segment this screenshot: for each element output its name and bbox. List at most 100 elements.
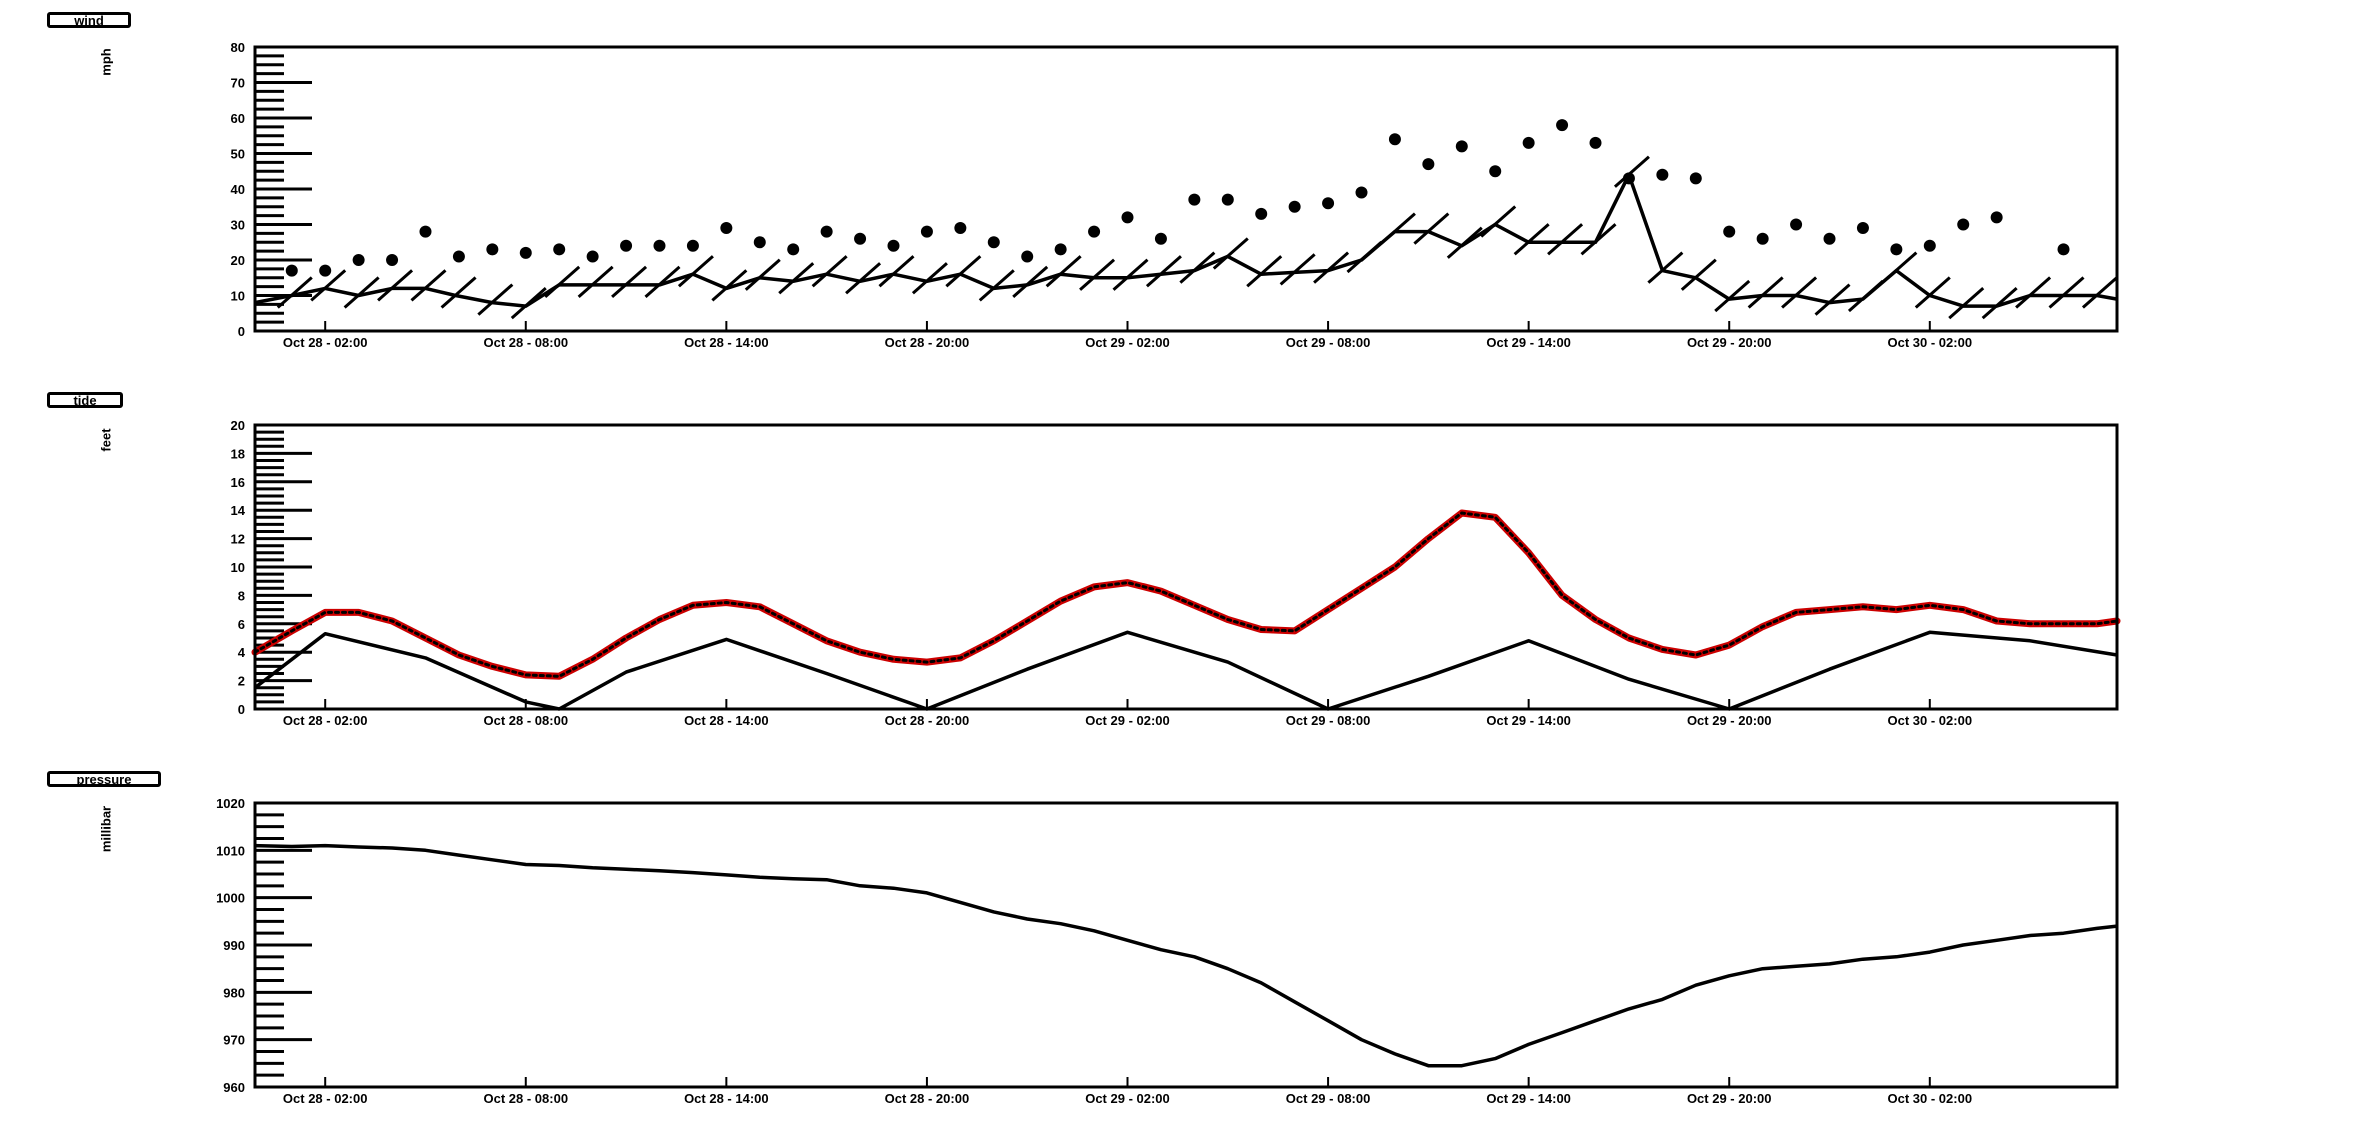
gust-point: [820, 225, 833, 238]
gust-point: [1154, 232, 1167, 245]
wind-barb: [1647, 251, 1684, 284]
wind-barb: [1145, 255, 1182, 288]
pressure-chart: 960 970 980 990 1000 1010 1020 Oct 28 - 02:00 Oc…: [216, 796, 2119, 1106]
wind-barb: [1680, 258, 1717, 291]
gust-point: [419, 225, 432, 238]
observed-tide-glow: [251, 509, 2121, 680]
wind-barb: [1313, 251, 1350, 284]
wind-barb: [1513, 223, 1550, 256]
gust-point: [1221, 193, 1234, 206]
y-tick-label: 50: [231, 147, 245, 162]
wind-barb: [744, 258, 781, 291]
wind-barb: [2048, 276, 2085, 309]
gust-point: [386, 254, 399, 266]
x-tick-label: Oct 30 - 02:00: [1888, 1091, 1973, 1106]
wind-barb: [343, 276, 380, 309]
x-tick-label: Oct 28 - 20:00: [885, 713, 970, 728]
wind-barb: [544, 265, 581, 298]
x-tick-label: Oct 28 - 20:00: [885, 1091, 970, 1106]
wind-barb: [440, 276, 477, 309]
x-tick-label: Oct 30 - 02:00: [1888, 335, 1973, 350]
y-tick-label: 990: [223, 938, 245, 953]
y-tick-label: 10: [231, 560, 245, 575]
wind-barb: [1981, 287, 2018, 320]
gust-point: [1990, 211, 2003, 224]
x-tick-label: Oct 28 - 14:00: [684, 1091, 769, 1106]
gust-point: [1355, 186, 1368, 199]
wind-barb: [1547, 223, 1584, 256]
gust-point: [987, 236, 1000, 249]
wind-barb: [577, 265, 614, 298]
wind-barb: [1045, 255, 1082, 288]
wind-barb: [1881, 251, 1918, 284]
wind-barb: [1112, 258, 1149, 291]
x-tick-label: Oct 28 - 08:00: [484, 335, 569, 350]
wind-chart: 0 10 20 30 40 50 60 70 80 Oct 28 - 02:00 Oct 28 - …: [231, 40, 2119, 350]
wind-barb: [1413, 212, 1450, 245]
y-tick-label: 14: [231, 503, 246, 518]
wind-barb: [1781, 276, 1818, 309]
wind-barb: [1346, 240, 1383, 274]
wind-plot-frame: [253, 45, 2119, 333]
tide-button[interactable]: tide: [47, 392, 123, 408]
wind-barb: [1580, 223, 1617, 256]
tide-chart: 0 2 4 6 8 10 12 14 16 18 20 Oct 28 - 02:00 Oct 28 - …: [231, 418, 2121, 728]
pressure-series-line: [254, 843, 2118, 1068]
tide-plot-frame: [253, 423, 2119, 711]
gust-point: [1422, 158, 1435, 171]
x-tick-label: Oct 29 - 20:00: [1687, 1091, 1772, 1106]
gust-point: [1756, 232, 1769, 245]
gust-point: [1723, 225, 1736, 238]
y-tick-label: 12: [231, 532, 245, 547]
wind-barb: [677, 255, 714, 288]
wind-barb: [711, 269, 748, 302]
y-tick-label: 80: [231, 40, 245, 55]
x-tick-label: Oct 30 - 02:00: [1888, 713, 1973, 728]
wind-barb: [510, 287, 547, 320]
gust-point: [920, 225, 933, 238]
gust-point: [1790, 218, 1803, 231]
wind-barb: [1012, 265, 1049, 298]
gust-point: [720, 222, 733, 235]
x-tick-label: Oct 29 - 14:00: [1486, 713, 1571, 728]
y-tick-label: 1000: [216, 891, 245, 906]
wind-barb: [1279, 253, 1316, 286]
tide-unit-label: feet: [98, 428, 114, 452]
wind-barb: [477, 283, 514, 316]
x-tick-label: Oct 29 - 02:00: [1085, 713, 1170, 728]
gust-point: [586, 250, 599, 263]
x-tick-label: Oct 29 - 02:00: [1085, 1091, 1170, 1106]
x-tick-label: Oct 29 - 02:00: [1085, 335, 1170, 350]
wind-barb: [1714, 279, 1751, 313]
wind-barb: [1847, 279, 1884, 313]
wind-barb: [611, 265, 648, 298]
gust-point: [1522, 136, 1535, 149]
y-tick-label: 16: [231, 475, 245, 490]
wind-barb: [978, 269, 1015, 302]
pressure-button[interactable]: pressure: [47, 771, 161, 787]
y-tick-label: 60: [231, 111, 245, 126]
gust-point: [653, 239, 666, 252]
gust-point: [1823, 232, 1836, 245]
y-tick-label: 1010: [216, 843, 245, 858]
wind-barb: [1379, 212, 1416, 245]
gust-point: [686, 239, 699, 252]
y-tick-label: 2: [238, 674, 245, 689]
gust-point: [1288, 200, 1301, 213]
x-tick-label: Oct 28 - 02:00: [283, 335, 368, 350]
gust-point: [620, 239, 633, 252]
x-tick-label: Oct 28 - 14:00: [684, 335, 769, 350]
gust-point: [1656, 168, 1669, 181]
y-tick-label: 40: [231, 182, 245, 197]
gust-point: [519, 246, 532, 259]
gust-point: [854, 232, 867, 245]
wind-barb: [1179, 251, 1216, 284]
y-tick-label: 4: [238, 645, 246, 660]
wind-button[interactable]: wind: [47, 12, 131, 28]
gust-point: [1188, 193, 1201, 206]
gust-point: [1455, 140, 1468, 153]
wind-barb: [911, 262, 948, 295]
y-tick-label: 18: [231, 446, 245, 461]
gust-point: [352, 254, 365, 266]
y-tick-label: 20: [231, 418, 245, 433]
